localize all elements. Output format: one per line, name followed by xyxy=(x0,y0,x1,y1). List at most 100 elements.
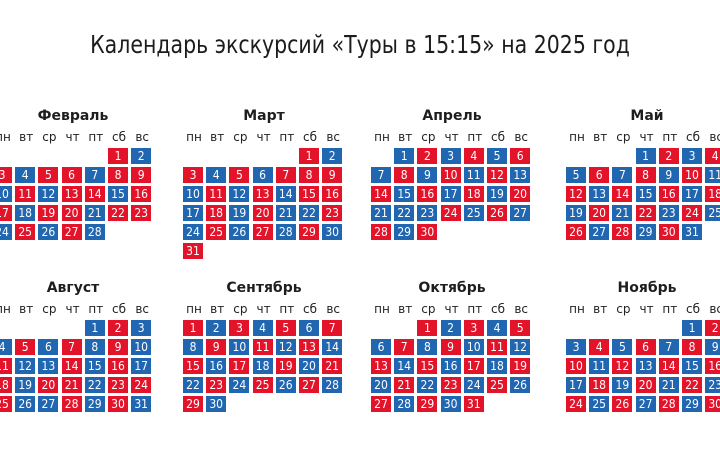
calendar-day: 26 xyxy=(612,396,633,412)
calendar-day: 17 xyxy=(229,358,250,374)
calendar-day: 9 xyxy=(108,339,128,355)
calendar-day: 20 xyxy=(510,186,531,202)
calendar-day: 6 xyxy=(61,167,82,183)
page-title: Календарь экскурсий «Туры в 15:15» на 20… xyxy=(90,30,630,59)
calendar-day: 7 xyxy=(275,167,296,183)
calendar-day: 1 xyxy=(635,148,656,164)
calendar-day: 10 xyxy=(229,339,250,355)
calendar-day: 7 xyxy=(658,339,679,355)
calendar-day: 15 xyxy=(635,186,656,202)
calendar-day: 26 xyxy=(510,377,531,393)
calendar-day: 30 xyxy=(417,224,438,240)
calendar-day: 9 xyxy=(206,339,227,355)
weekday-label: вс xyxy=(326,302,341,316)
calendar-day: 21 xyxy=(394,377,415,393)
calendar-day: 7 xyxy=(84,167,105,183)
weekday-label: ср xyxy=(233,302,248,316)
calendar-day: 25 xyxy=(0,396,12,412)
calendar-day: 5 xyxy=(566,167,586,183)
weekday-label: вс xyxy=(709,302,720,316)
calendar-day: 6 xyxy=(510,148,531,164)
calendar-day: 1 xyxy=(84,320,105,336)
calendar-day: 12 xyxy=(510,339,531,355)
calendar-day: 9 xyxy=(417,167,438,183)
calendar-day: 26 xyxy=(275,377,296,393)
calendar-day: 5 xyxy=(510,320,531,336)
weekday-label: вт xyxy=(210,130,225,144)
calendar-day: 13 xyxy=(61,186,82,202)
calendar-day: 27 xyxy=(299,377,319,393)
weekday-label: пн xyxy=(569,130,585,144)
calendar-day: 29 xyxy=(183,396,203,412)
calendar-day: 28 xyxy=(371,224,391,240)
weekday-label: чт xyxy=(256,302,271,316)
weekday-label: пт xyxy=(279,302,295,316)
weekday-label: чт xyxy=(444,130,459,144)
calendar-day: 27 xyxy=(252,224,273,240)
weekday-label: сб xyxy=(303,130,317,144)
calendar-day: 25 xyxy=(463,205,484,221)
weekday-label: вт xyxy=(19,302,34,316)
calendar-day: 27 xyxy=(371,396,391,412)
calendar-day: 4 xyxy=(15,167,36,183)
weekday-label: пн xyxy=(569,302,585,316)
calendar-day: 11 xyxy=(589,358,610,374)
calendar-day: 25 xyxy=(15,224,36,240)
calendar-day: 13 xyxy=(510,167,531,183)
weekday-label: пн xyxy=(186,302,202,316)
calendar-day: 3 xyxy=(131,320,152,336)
calendar-day: 9 xyxy=(131,167,152,183)
calendar-day: 22 xyxy=(183,377,203,393)
weekday-label: ср xyxy=(233,130,248,144)
calendar-day: 25 xyxy=(589,396,610,412)
weekday-label: пн xyxy=(186,130,202,144)
calendar-day: 17 xyxy=(463,358,484,374)
weekday-label: вт xyxy=(398,130,413,144)
calendar-day: 10 xyxy=(566,358,586,374)
month-name: Август xyxy=(46,280,100,296)
calendar-day: 26 xyxy=(15,396,36,412)
calendar-day: 23 xyxy=(440,377,461,393)
calendar-day: 5 xyxy=(38,167,59,183)
calendar-day: 30 xyxy=(658,224,679,240)
calendar-day: 18 xyxy=(487,358,507,374)
calendar-day: 26 xyxy=(229,224,250,240)
calendar-day: 26 xyxy=(487,205,507,221)
calendar-day: 8 xyxy=(417,339,438,355)
calendar-day: 19 xyxy=(15,377,36,393)
calendar-day: 9 xyxy=(322,167,343,183)
calendar-day: 8 xyxy=(394,167,415,183)
calendar-day: 6 xyxy=(635,339,656,355)
calendar-day: 19 xyxy=(38,205,59,221)
calendar-day: 24 xyxy=(0,224,12,240)
calendar-day: 16 xyxy=(206,358,227,374)
calendar-day: 28 xyxy=(61,396,82,412)
calendar-day: 6 xyxy=(589,167,610,183)
calendar-day: 24 xyxy=(440,205,461,221)
calendar-day: 31 xyxy=(131,396,152,412)
weekday-label: ср xyxy=(616,130,631,144)
calendar-day: 30 xyxy=(108,396,128,412)
calendar-day: 2 xyxy=(108,320,128,336)
month-name: Март xyxy=(243,108,285,124)
calendar-day: 6 xyxy=(299,320,319,336)
calendar-day: 8 xyxy=(682,339,702,355)
calendar-day: 21 xyxy=(275,205,296,221)
weekday-label: пт xyxy=(467,130,483,144)
calendar-day: 3 xyxy=(440,148,461,164)
calendar-day: 18 xyxy=(206,205,227,221)
calendar-day: 10 xyxy=(0,186,12,202)
calendar-day: 18 xyxy=(15,205,36,221)
calendar-day: 11 xyxy=(487,339,507,355)
calendar-day: 23 xyxy=(131,205,152,221)
calendar-day: 7 xyxy=(371,167,391,183)
calendar-day: 22 xyxy=(417,377,438,393)
calendar-day: 1 xyxy=(417,320,438,336)
calendar-day: 14 xyxy=(322,339,343,355)
calendar-day: 10 xyxy=(183,186,203,202)
calendar-day: 28 xyxy=(394,396,415,412)
calendar-day: 8 xyxy=(84,339,105,355)
calendar-day: 18 xyxy=(705,186,720,202)
calendar-day: 11 xyxy=(0,358,12,374)
calendar-day: 19 xyxy=(566,205,586,221)
